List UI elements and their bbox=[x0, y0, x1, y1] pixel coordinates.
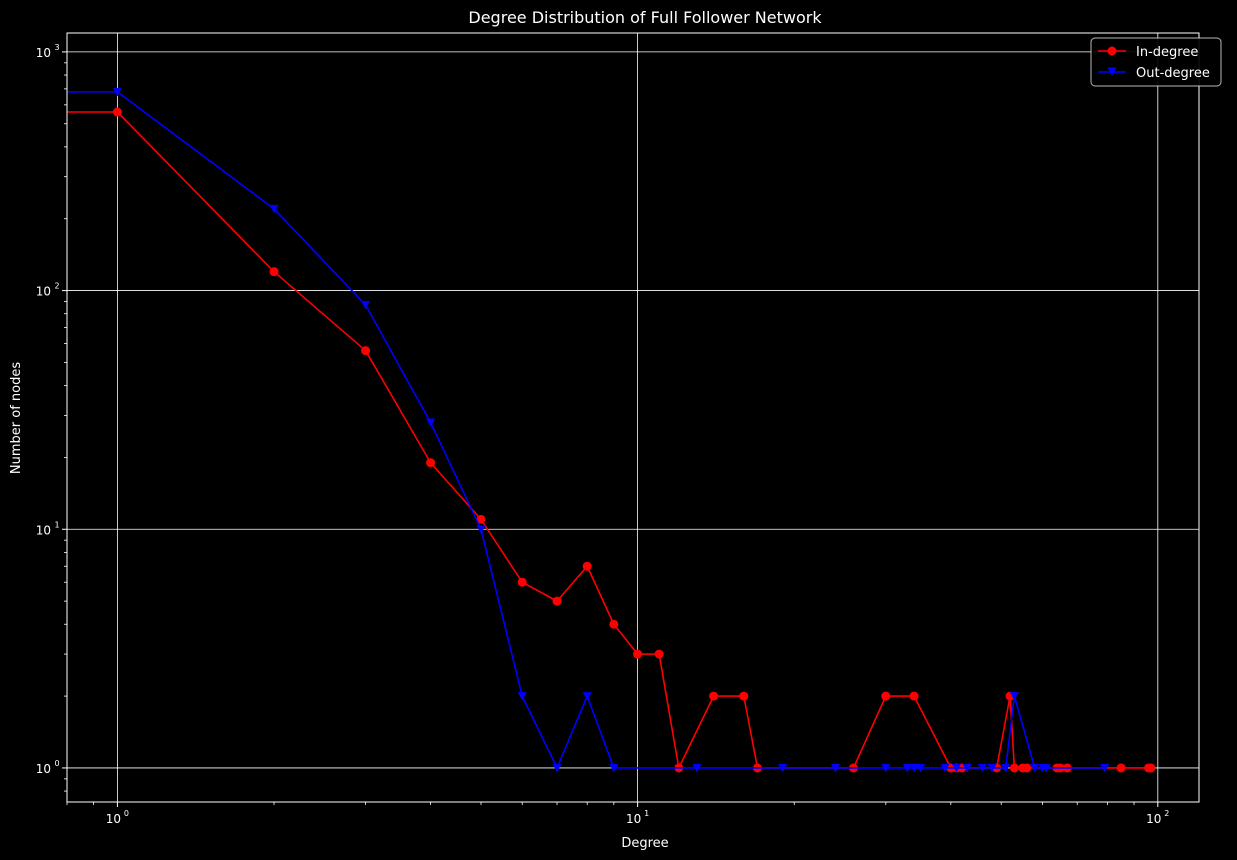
out-degree-point bbox=[962, 763, 972, 773]
in-degree-point bbox=[709, 691, 719, 701]
out-degree-point bbox=[916, 763, 926, 773]
out-degree-point bbox=[582, 692, 592, 701]
y-tick-label: 10 bbox=[36, 46, 51, 60]
in-degree-point bbox=[552, 596, 562, 606]
in-degree-point bbox=[1146, 763, 1156, 773]
x-tick-exponent: 1 bbox=[644, 809, 649, 818]
out-degree-point bbox=[1100, 763, 1110, 773]
out-degree-point bbox=[361, 301, 371, 310]
out-degree-point bbox=[1041, 763, 1051, 773]
in-degree-point bbox=[517, 577, 527, 587]
x-tick-label: 10 bbox=[1146, 812, 1161, 826]
in-degree-point bbox=[426, 458, 436, 468]
in-degree-point bbox=[1022, 763, 1032, 773]
out-degree-point bbox=[830, 763, 840, 773]
out-degree-series bbox=[67, 87, 1110, 773]
in-degree-point bbox=[1116, 763, 1126, 773]
out-degree-point bbox=[112, 87, 122, 97]
legend-in-degree-marker bbox=[1107, 46, 1117, 56]
y-tick-label: 10 bbox=[36, 762, 51, 776]
out-degree-point bbox=[1009, 692, 1019, 701]
y-tick-exponent: 3 bbox=[54, 43, 59, 52]
plot-frame bbox=[66, 32, 1200, 803]
out-degree-point bbox=[909, 763, 919, 773]
out-degree-point bbox=[977, 763, 987, 773]
out-degree-point bbox=[1001, 763, 1011, 773]
in-degree-point bbox=[582, 561, 592, 571]
x-tick-label: 10 bbox=[626, 812, 641, 826]
out-degree-point bbox=[881, 763, 891, 773]
in-degree-point bbox=[269, 267, 279, 277]
y-tick-label: 10 bbox=[36, 285, 51, 299]
in-degree-point bbox=[476, 514, 486, 524]
legend-in-degree-label: In-degree bbox=[1136, 45, 1198, 60]
in-degree-point bbox=[881, 691, 891, 701]
in-degree-point bbox=[739, 691, 749, 701]
legend: In-degree Out-degree bbox=[1090, 37, 1222, 87]
y-tick-label: 10 bbox=[36, 523, 51, 537]
plot-area: 10 0 10 1 10 210 010 110 210 3 bbox=[36, 32, 1200, 826]
in-degree-point bbox=[633, 649, 643, 659]
chart-title: Degree Distribution of Full Follower Net… bbox=[468, 8, 822, 27]
out-degree-point bbox=[552, 763, 562, 773]
x-axis-label: Degree bbox=[621, 836, 668, 851]
y-tick-exponent: 2 bbox=[54, 282, 59, 291]
y-tick-exponent: 0 bbox=[54, 759, 59, 768]
out-degree-point bbox=[987, 763, 997, 773]
out-degree-point bbox=[1030, 763, 1040, 773]
series-layer bbox=[67, 87, 1156, 773]
legend-out-degree-label: Out-degree bbox=[1136, 66, 1210, 81]
out-degree-point bbox=[517, 692, 527, 701]
out-degree-point bbox=[692, 763, 702, 773]
y-tick-exponent: 1 bbox=[54, 520, 59, 529]
legend-box bbox=[1090, 37, 1222, 87]
in-degree-point bbox=[654, 649, 664, 659]
grid bbox=[67, 33, 1199, 802]
out-degree-point bbox=[951, 763, 961, 773]
out-degree-point bbox=[902, 763, 912, 773]
out-degree-point bbox=[476, 525, 486, 534]
out-degree-point bbox=[609, 763, 619, 773]
in-degree-point bbox=[909, 691, 919, 701]
in-degree-point bbox=[361, 346, 371, 356]
in-degree-point bbox=[112, 107, 122, 117]
in-degree-point bbox=[609, 619, 619, 629]
out-degree-line bbox=[67, 91, 1105, 769]
out-degree-point bbox=[269, 204, 279, 214]
x-tick-label: 10 bbox=[106, 812, 121, 826]
y-axis-label: Number of nodes bbox=[9, 362, 24, 474]
x-tick-exponent: 0 bbox=[124, 809, 129, 818]
out-degree-point bbox=[940, 763, 950, 773]
in-degree-point bbox=[1009, 763, 1019, 773]
x-tick-exponent: 2 bbox=[1164, 809, 1169, 818]
out-degree-point bbox=[426, 418, 436, 428]
out-degree-point bbox=[778, 763, 788, 773]
axis-ticks: 10 0 10 1 10 210 010 110 210 3 bbox=[36, 43, 1170, 826]
legend-out-degree-marker bbox=[1107, 67, 1117, 76]
